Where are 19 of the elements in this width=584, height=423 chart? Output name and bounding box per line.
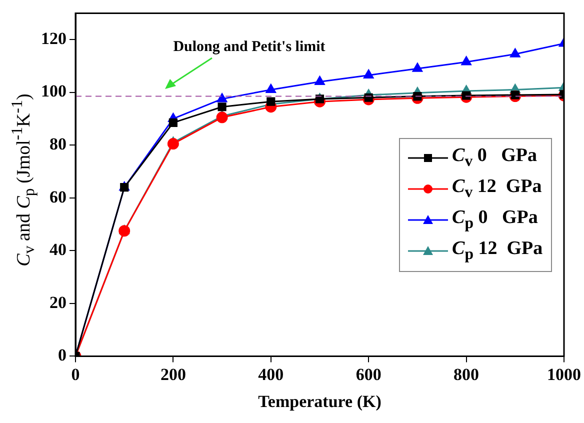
legend-label: C$_{p}$ 12 GPa (452, 238, 543, 264)
annotation: Dulong and Petit's limit (173, 39, 326, 56)
x-tick-label: 800 (454, 364, 480, 384)
legend-label: C$_{v}$ 0 GPa (452, 145, 537, 172)
x-tick-label: 1000 (547, 364, 581, 384)
y-tick-label: 40 (50, 240, 66, 260)
y-tick-label: 120 (41, 28, 66, 48)
x-tick-label: 200 (160, 364, 186, 384)
legend-label: C$_{v}$ 12 GPa (452, 176, 542, 202)
legend-label: C$_{p}$ 0 GPa (452, 207, 538, 234)
y-tick-label: 100 (41, 82, 66, 101)
x-tick-label: 400 (258, 364, 284, 384)
y-tick-label: 60 (50, 187, 66, 206)
y-tick-label: 20 (50, 292, 66, 312)
y-tick-label: 80 (50, 134, 66, 154)
y-tick-label: 0 (58, 346, 66, 365)
x-axis-title: Temperature (K) (258, 392, 382, 412)
x-tick-label: 600 (356, 364, 382, 384)
x-tick-label: 0 (71, 364, 80, 384)
